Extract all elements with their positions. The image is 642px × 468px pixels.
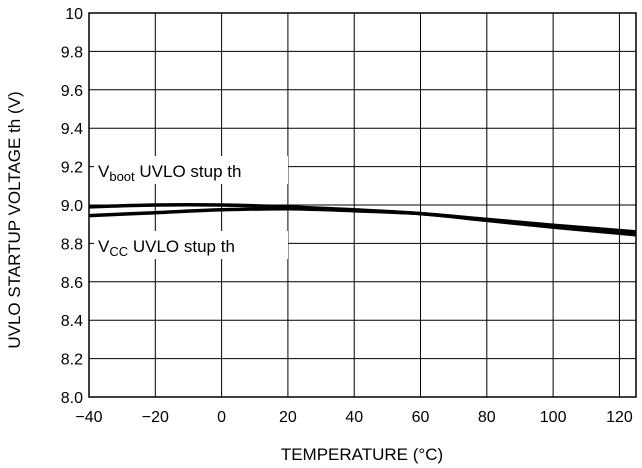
series-label-vboot: Vboot UVLO stup th [98, 162, 241, 184]
x-tick-label: 0 [217, 409, 226, 426]
series-line-vboot [88, 203, 637, 237]
y-tick-label: 9.6 [61, 83, 83, 100]
x-tick-label: 120 [606, 409, 633, 426]
y-tick-label: 10 [65, 6, 83, 23]
series-label-vcc: VCC UVLO stup th [98, 237, 235, 259]
x-tick-label: −40 [75, 409, 102, 426]
y-tick-label: 8.8 [61, 236, 83, 253]
y-tick-label: 8.6 [61, 275, 83, 292]
x-tick-label: 100 [540, 409, 567, 426]
y-tick-label: 9.2 [61, 160, 83, 177]
y-tick-label: 8.4 [61, 313, 83, 330]
y-axis-title: UVLO STARTUP VOLTAGE th (V) [5, 91, 24, 348]
x-tick-label: 60 [412, 409, 430, 426]
x-tick-label: 80 [478, 409, 496, 426]
annotation-background-vboot [94, 156, 288, 184]
annotation-background-vcc [94, 231, 288, 259]
x-tick-label: 40 [345, 409, 363, 426]
y-tick-label: 9.0 [61, 198, 83, 215]
series-lines [88, 203, 637, 237]
x-tick-label: −20 [142, 409, 169, 426]
series-annotations: Vboot UVLO stup th VCC UVLO stup th [94, 156, 288, 259]
x-axis-title: TEMPERATURE (°C) [281, 445, 443, 464]
y-tick-label: 8.2 [61, 352, 83, 369]
x-tick-labels: −40 −20 0 20 40 60 80 100 120 [75, 409, 632, 426]
plot-frame [88, 12, 637, 398]
grid [88, 12, 636, 398]
y-tick-label: 9.4 [61, 121, 83, 138]
y-tick-label: 9.8 [61, 44, 83, 61]
series-line-vcc [88, 207, 637, 234]
y-tick-labels: 8.0 8.2 8.4 8.6 8.8 9.0 9.2 9.4 9.6 9.8 10 [61, 6, 83, 407]
y-tick-label: 8.0 [61, 390, 83, 407]
x-tick-label: 20 [279, 409, 297, 426]
